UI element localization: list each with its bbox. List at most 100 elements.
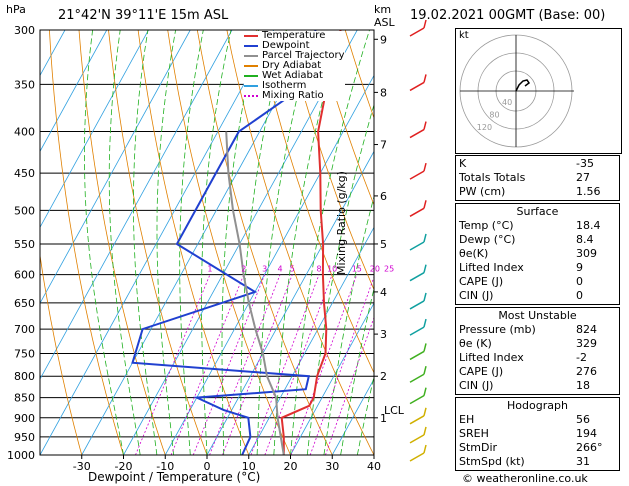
wind-barb-flag xyxy=(423,387,427,396)
x-axis-label: Dewpoint / Temperature (°C) xyxy=(88,470,261,484)
pressure-tick-label: 950 xyxy=(14,431,35,444)
index-label: StmDir xyxy=(459,441,498,454)
legend-label: Dewpoint xyxy=(262,40,310,51)
y2-axis-label: Mixing Ratio (g/kg) xyxy=(335,171,348,275)
legend-item: Dewpoint xyxy=(244,41,345,51)
index-value: 309 xyxy=(576,247,597,260)
pressure-tick-label: 550 xyxy=(14,238,35,251)
index-row: EH 56 xyxy=(459,413,616,427)
index-row: CIN (J) 18 xyxy=(459,379,616,393)
index-row: StmDir 266° xyxy=(459,441,616,455)
pressure-tick-label: 400 xyxy=(14,126,35,139)
pressure-tick-label: 800 xyxy=(14,370,35,383)
pressure-tick-label: 450 xyxy=(14,167,35,180)
wind-barb xyxy=(409,81,425,92)
mixing-ratio-label: 2 xyxy=(241,265,246,274)
legend-swatch xyxy=(244,45,258,47)
legend-item: Wet Adiabat xyxy=(244,71,345,81)
mixing-ratio-line xyxy=(222,274,293,455)
wind-barb xyxy=(409,434,425,444)
index-label: CAPE (J) xyxy=(459,365,504,378)
pressure-tick-label: 850 xyxy=(14,392,35,405)
wind-barb xyxy=(409,452,425,462)
wet-adiabat-line xyxy=(273,30,343,455)
legend-item: Isotherm xyxy=(244,81,345,91)
x-tick-label: 40 xyxy=(367,460,381,473)
index-value: 266° xyxy=(576,441,603,454)
wind-barb xyxy=(409,170,425,180)
index-value: 27 xyxy=(576,171,590,184)
index-label: EH xyxy=(459,413,475,426)
wet-adiabat-line xyxy=(290,30,370,455)
wind-barb-flag xyxy=(423,407,427,416)
km-tick-label: 5 xyxy=(380,238,387,251)
index-row: Pressure (mb) 824 xyxy=(459,323,616,337)
wet-adiabat-line xyxy=(340,287,374,455)
wet-adiabat-line xyxy=(306,103,374,455)
asl-label: ASL xyxy=(374,16,395,29)
legend-label: Wet Adiabat xyxy=(262,70,323,81)
legend-label: Mixing Ratio xyxy=(262,90,324,101)
dry-adiabat-line xyxy=(49,30,124,455)
index-value: 1.56 xyxy=(576,185,601,198)
wind-barb xyxy=(409,394,425,405)
legend-label: Dry Adiabat xyxy=(262,60,322,71)
index-row: θe(K) 309 xyxy=(459,247,616,261)
indices-section-title: Hodograph xyxy=(507,399,568,412)
hodograph-indices-box: Hodograph EH 56 SREH 194 StmDir 266° StmSpd (kt… xyxy=(455,397,620,471)
km-tick-label: 4 xyxy=(380,286,387,299)
dry-adiabat-line xyxy=(137,30,250,455)
wind-barb xyxy=(409,27,425,37)
isotherm-line xyxy=(290,302,374,455)
index-row: StmSpd (kt) 31 xyxy=(459,455,616,469)
x-tick-label: 30 xyxy=(325,460,339,473)
indices-section-title: Surface xyxy=(516,205,559,218)
legend-item: Mixing Ratio xyxy=(244,91,345,101)
most-unstable-box: Most Unstable Pressure (mb) 824 θe (K) 329 Li… xyxy=(455,307,620,395)
wind-barb xyxy=(409,272,425,282)
index-value: 31 xyxy=(576,455,590,468)
dry-adiabat-line xyxy=(167,30,291,455)
wind-barb-flag xyxy=(423,366,427,375)
isotherm-line xyxy=(40,30,233,380)
wind-barb-flag xyxy=(423,343,427,352)
index-row: SREH 194 xyxy=(459,427,616,441)
index-row: PW (cm) 1.56 xyxy=(459,185,616,199)
wind-barb-flag xyxy=(423,121,427,130)
pressure-tick-label: 750 xyxy=(14,347,35,360)
wind-barb xyxy=(409,350,425,361)
hodograph-panel: kt 40 80 120 xyxy=(455,28,622,154)
index-value: 18.4 xyxy=(576,219,601,232)
isotherm-line xyxy=(164,74,374,455)
dry-adiabat-line xyxy=(196,30,333,455)
mixing-ratio-line xyxy=(264,274,333,455)
index-value: -2 xyxy=(576,351,587,364)
wind-barb xyxy=(409,373,425,383)
dry-adiabat-line xyxy=(40,252,83,455)
index-label: PW (cm) xyxy=(459,185,506,198)
legend-swatch xyxy=(244,55,258,57)
index-value: 9 xyxy=(576,261,583,274)
dry-adiabat-line xyxy=(315,30,374,206)
index-label: StmSpd (kt) xyxy=(459,455,525,468)
wet-adiabat-line xyxy=(179,30,204,455)
index-label: θe (K) xyxy=(459,337,492,350)
series-parcel-trajectory xyxy=(225,131,285,455)
wet-adiabat-line xyxy=(201,30,232,455)
pressure-tick-label: 350 xyxy=(14,78,35,91)
wind-barb-flag xyxy=(423,233,427,243)
hodograph-trace xyxy=(515,79,531,92)
legend-swatch xyxy=(244,95,258,97)
mixing-ratio-line xyxy=(170,274,245,455)
wind-barb-flag xyxy=(423,426,427,436)
index-label: SREH xyxy=(459,427,489,440)
legend-item: Temperature xyxy=(244,31,345,41)
index-label: Totals Totals xyxy=(459,171,526,184)
wet-adiabat-line xyxy=(156,30,176,455)
indices-top-box: K -35 Totals Totals 27 PW (cm) 1.56 xyxy=(455,155,620,201)
pressure-tick-label: 900 xyxy=(14,412,35,425)
index-row: θe (K) 329 xyxy=(459,337,616,351)
wind-barb xyxy=(409,207,425,217)
hodograph-ring-label: 80 xyxy=(489,111,499,120)
